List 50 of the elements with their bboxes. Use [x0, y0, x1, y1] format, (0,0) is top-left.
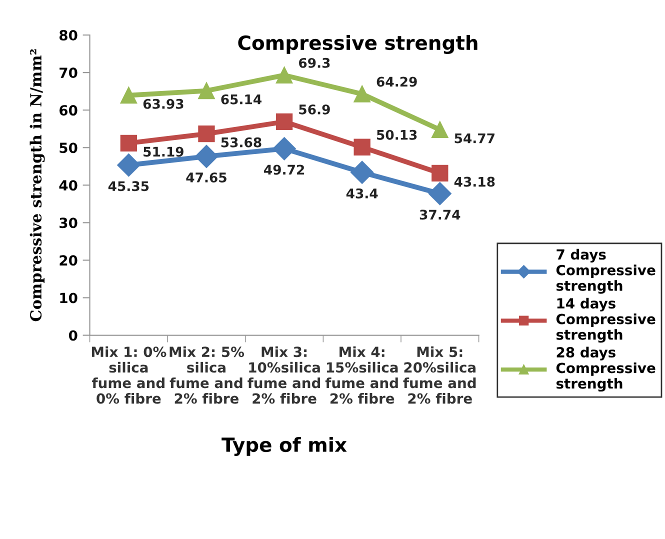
data-label: 51.19: [144, 146, 184, 157]
point: [198, 125, 215, 142]
y-tick-label: 30: [60, 218, 78, 228]
point: [432, 164, 448, 182]
y-tick-label: 80: [59, 30, 78, 41]
point: [276, 66, 293, 84]
legend-label: 28 days Compressive strength: [556, 346, 656, 392]
y-tick-label: 50: [60, 142, 78, 154]
data-label: 49.72: [264, 164, 304, 175]
point: [117, 154, 140, 177]
point: [428, 182, 452, 206]
point: [120, 87, 138, 104]
y-tick-label: 0: [68, 330, 78, 341]
data-label: 64.29: [376, 76, 417, 87]
data-label: 65.14: [221, 94, 262, 104]
point: [432, 121, 448, 138]
y-tick-label: 60: [60, 105, 78, 116]
point: [354, 86, 370, 102]
data-label: 47.65: [186, 172, 226, 182]
data-label: 43.18: [454, 176, 495, 187]
y-tick-label: 10: [60, 292, 78, 304]
data-label: 63.93: [143, 98, 184, 109]
x-tick-label: Mix 1: 0% silica fume and 0% fibre: [92, 346, 166, 404]
chart-title: Compressive strength: [238, 35, 478, 54]
data-label: 69.3: [298, 58, 330, 68]
y-tick-label: 40: [59, 180, 78, 191]
point: [354, 138, 370, 156]
data-label: 45.35: [108, 181, 149, 192]
x-axis-title: Type of mix: [222, 437, 347, 456]
data-label: 50.13: [377, 130, 417, 140]
legend-label: 7 days Compressive strength: [556, 248, 656, 294]
data-label: 56.9: [299, 104, 330, 114]
x-tick-label: Mix 3: 10%silica fume and 2% fibre: [248, 346, 320, 404]
data-label: 43.4: [346, 188, 378, 198]
y-tick-label: 70: [60, 68, 78, 78]
x-tick-label: Mix 5: 20%silica fume and 2% fibre: [403, 346, 476, 404]
y-axis-title: Compressive strength in N/mm²: [30, 49, 45, 322]
legend-label: 14 days Compressive strength: [556, 298, 656, 343]
point: [350, 160, 374, 184]
point: [120, 134, 138, 152]
x-tick-label: Mix 4: 15%silica fume and 2% fibre: [325, 346, 398, 404]
point: [194, 144, 218, 168]
point: [276, 113, 293, 130]
point: [198, 82, 215, 100]
point: [272, 137, 296, 160]
x-tick-label: Mix 2: 5% silica fume and 2% fibre: [170, 346, 244, 404]
data-label: 53.68: [221, 137, 262, 148]
data-label: 54.77: [454, 133, 494, 144]
data-label: 37.74: [420, 210, 460, 220]
y-tick-label: 20: [60, 255, 78, 266]
